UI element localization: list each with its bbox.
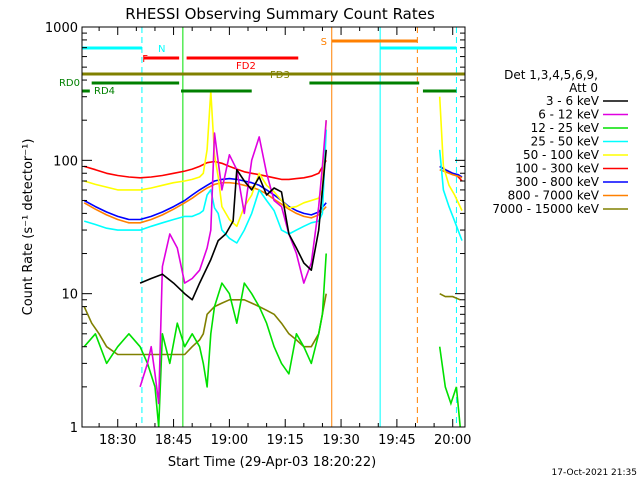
series-line-after-gap [439, 292, 461, 301]
flag-label: RD0 [59, 78, 80, 89]
legend-label: 300 - 800 keV [515, 175, 599, 189]
series-line [83, 253, 327, 427]
x-axis-ticks: 18:30 18:45 19:00 19:15 19:30 19:45 20:00 [98, 27, 471, 448]
flag-label: S [321, 37, 327, 48]
x-tick-label: 18:45 [155, 433, 192, 448]
legend-label: 3 - 6 keV [546, 94, 600, 108]
series-line-after-gap [438, 96, 463, 211]
y-tick-label: 100 [53, 154, 78, 169]
flag-label: RD4 [94, 86, 115, 97]
series-line [139, 149, 327, 301]
y-tick-label: 1000 [45, 21, 78, 36]
legend-title: Att 0 [569, 81, 598, 95]
series-line [83, 159, 327, 181]
vertical-markers [141, 27, 457, 427]
flag-label: FD3 [270, 70, 290, 81]
series-line [83, 90, 327, 228]
legend-title: Det 1,3,4,5,6,9, [504, 68, 598, 82]
series-line-after-gap [439, 168, 463, 179]
y-axis-label: Count Rate (s⁻¹ detector⁻¹) [21, 139, 36, 316]
series-line-after-gap [438, 149, 463, 241]
legend-label: 6 - 12 keV [538, 108, 600, 122]
flag-label: N [158, 44, 165, 55]
legend-label: 800 - 7000 keV [508, 189, 600, 203]
x-tick-label: 18:30 [99, 433, 136, 448]
x-tick-label: 19:15 [266, 433, 303, 448]
chart-title: RHESSI Observing Summary Count Rates [125, 5, 435, 23]
flag-label: FD2 [236, 61, 256, 72]
flag-label: F [142, 54, 148, 65]
flag-bars: NF FD2 S FD3 RD0 RD4 [59, 37, 465, 97]
series-line [83, 129, 327, 244]
y-axis-ticks: 1 10 100 1000 [45, 21, 465, 436]
series-line [139, 120, 327, 405]
y-tick-label: 1 [70, 421, 78, 436]
legend-label: 50 - 100 keV [523, 148, 600, 162]
x-tick-label: 19:45 [378, 433, 415, 448]
legend-label: 7000 - 15000 keV [492, 202, 599, 216]
x-axis-label: Start Time (29-Apr-03 18:20:22) [168, 455, 376, 470]
x-tick-label: 19:30 [322, 433, 359, 448]
x-tick-label: 20:00 [434, 433, 471, 448]
legend-label: 25 - 50 keV [531, 135, 600, 149]
date-stamp: 17-Oct-2021 21:35 [552, 468, 637, 478]
series-line-after-gap [438, 346, 461, 427]
legend-label: 100 - 300 keV [515, 162, 599, 176]
y-tick-label: 10 [61, 288, 78, 303]
legend-label: 12 - 25 keV [531, 121, 600, 135]
series-line [83, 177, 327, 221]
plot-frame [81, 26, 466, 428]
x-tick-label: 19:00 [211, 433, 248, 448]
series-line [83, 181, 327, 224]
series-layer [83, 90, 463, 427]
series-line [83, 293, 327, 356]
